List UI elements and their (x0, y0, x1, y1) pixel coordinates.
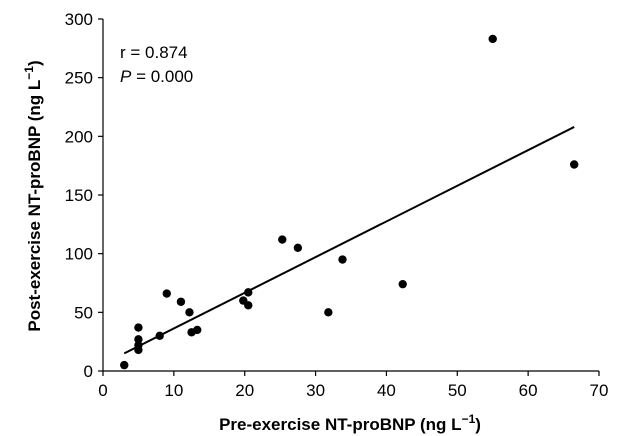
x-axis-title: Pre-exercise NT-proBNP (ng L−1) (219, 412, 481, 434)
x-tick-label: 50 (448, 381, 467, 400)
x-tick-label: 40 (377, 381, 396, 400)
y-tick-label: 0 (84, 362, 93, 381)
p-value-rest: = 0.000 (131, 67, 193, 86)
x-tick-label: 10 (164, 381, 183, 400)
y-tick-label: 50 (74, 303, 93, 322)
data-point (193, 325, 202, 335)
trendline-group (123, 126, 575, 355)
y-tick-label: 100 (65, 245, 93, 264)
data-point (120, 360, 129, 370)
data-point (134, 323, 143, 332)
trendline (123, 126, 575, 355)
y-tick-label: 200 (65, 127, 93, 146)
x-tick-label: 30 (306, 381, 325, 400)
data-point (244, 301, 253, 310)
data-point (488, 34, 497, 44)
data-point (176, 297, 186, 306)
y-tick-label: 250 (65, 69, 93, 88)
data-point (398, 279, 407, 289)
stats-annotation: r = 0.874 P = 0.000 (120, 43, 193, 86)
data-point (324, 308, 333, 317)
y-axis-title: Post-exercise NT-proBNP (ng L−1) (22, 60, 44, 331)
x-tick-label: 60 (519, 381, 538, 400)
r-value-label: r = 0.874 (120, 43, 188, 62)
p-value-label: P = 0.000 (120, 67, 193, 86)
data-point (155, 331, 164, 340)
x-tick-label: 0 (98, 381, 107, 400)
data-point (570, 160, 579, 169)
data-point (134, 335, 143, 344)
y-tick-label: 150 (65, 186, 93, 205)
data-point (185, 308, 194, 317)
x-tick-label: 70 (590, 381, 609, 400)
data-point (244, 288, 253, 297)
data-point (162, 289, 171, 298)
p-symbol: P (120, 67, 132, 86)
data-point (338, 255, 347, 264)
data-point (293, 243, 303, 252)
data-point (134, 340, 143, 350)
x-tick-label: 20 (235, 381, 254, 400)
y-tick-label: 300 (65, 10, 93, 29)
data-point (278, 235, 287, 244)
data-points (120, 34, 579, 370)
ticks: 0 10 20 30 40 50 60 70 0 50 100 150 200 250 300 (65, 10, 609, 400)
